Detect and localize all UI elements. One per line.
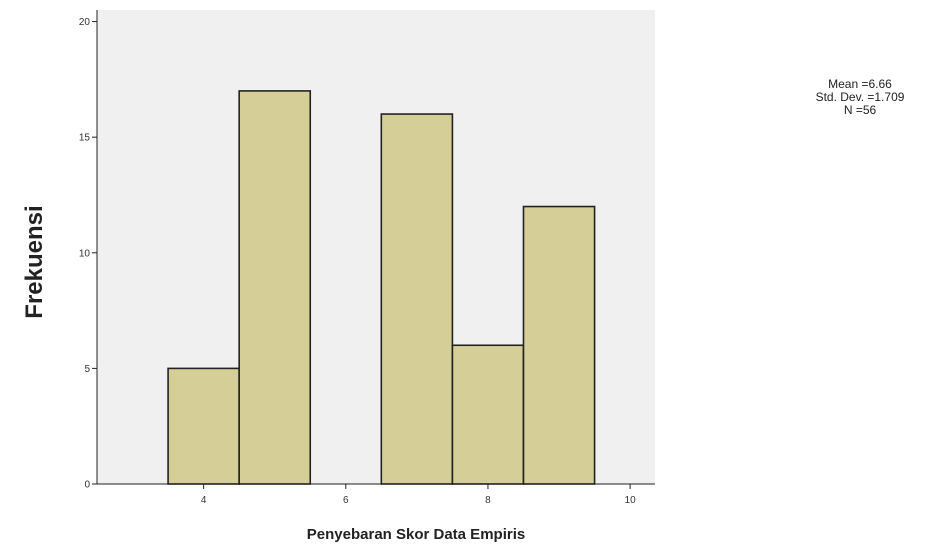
histogram-bar: [167, 367, 240, 485]
mean-stat: Mean =6.66: [828, 77, 892, 91]
histogram-bar: [522, 205, 596, 485]
x-tick-label: 8: [485, 495, 491, 506]
x-ticks-group: 4 6 8 10: [201, 484, 636, 506]
y-tick-label: 20: [79, 17, 91, 28]
y-ticks-group: 0 5 10 15 20: [79, 17, 97, 491]
histogram-bar: [451, 344, 525, 485]
y-axis-title: Frekuensi: [21, 205, 48, 318]
x-axis-title: Penyebaran Skor Data Empiris: [307, 526, 525, 543]
bars-group: [167, 90, 596, 485]
histogram-bar: [380, 113, 454, 485]
x-tick-label: 10: [625, 495, 637, 506]
x-tick-label: 4: [201, 495, 207, 506]
histogram-bar: [238, 90, 312, 485]
y-tick-label: 5: [84, 364, 90, 375]
y-tick-label: 0: [84, 480, 90, 491]
y-tick-label: 10: [79, 248, 91, 259]
std-dev-stat: Std. Dev. =1.709: [815, 90, 905, 104]
n-stat: N =56: [843, 103, 877, 117]
y-tick-label: 15: [79, 133, 91, 144]
statistics-box: Mean =6.66 Std. Dev. =1.709 N =56: [800, 78, 920, 117]
x-tick-label: 6: [343, 495, 349, 506]
